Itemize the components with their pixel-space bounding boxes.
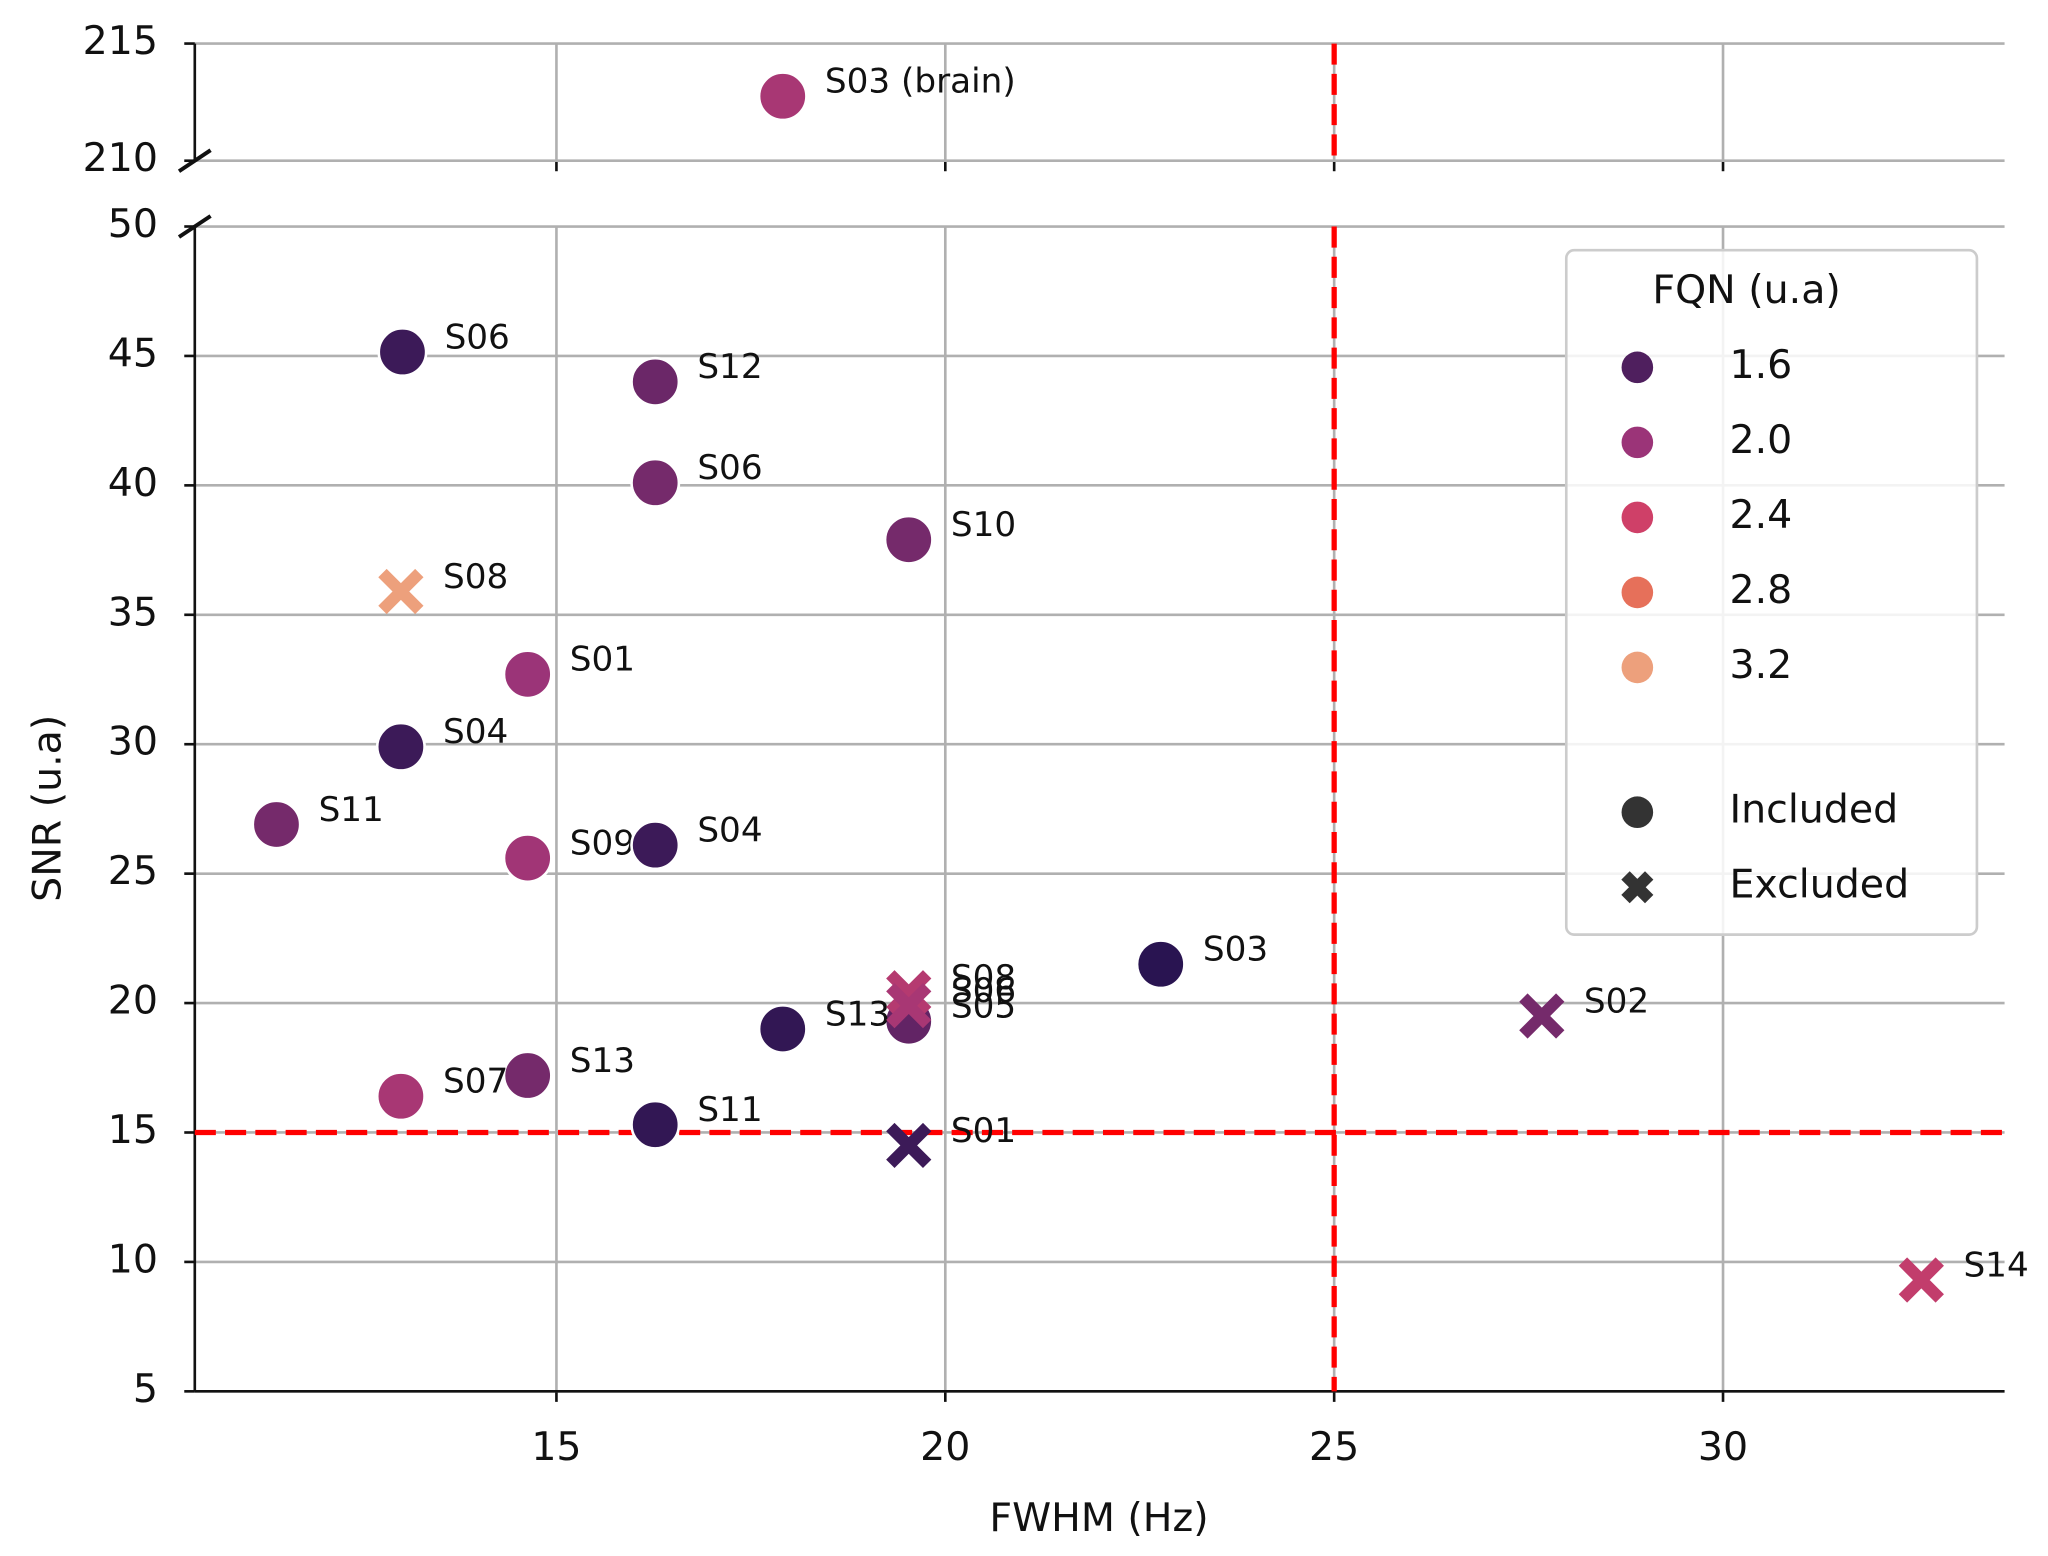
point-label: S03 (brain) bbox=[825, 62, 1016, 102]
point bbox=[757, 1003, 808, 1054]
x-tick-label: 15 bbox=[531, 1424, 581, 1470]
legend-marker bbox=[1621, 796, 1654, 829]
point-label: S14 bbox=[1963, 1245, 2028, 1285]
legend-marker bbox=[1621, 501, 1654, 534]
point bbox=[502, 1050, 553, 1101]
point bbox=[883, 514, 934, 565]
x-tick-label: 25 bbox=[1309, 1424, 1359, 1470]
point bbox=[886, 970, 932, 1016]
legend-label: 2.0 bbox=[1729, 417, 1792, 463]
y-tick-label: 210 bbox=[83, 135, 158, 181]
legend-label: 3.2 bbox=[1729, 642, 1792, 688]
point bbox=[1519, 993, 1565, 1039]
axis-break bbox=[177, 214, 212, 239]
point-label: S01 bbox=[951, 1111, 1016, 1151]
point-label: S11 bbox=[319, 790, 384, 830]
axis-break bbox=[177, 148, 212, 173]
legend-marker bbox=[1621, 426, 1654, 459]
y-tick-label: 215 bbox=[83, 18, 158, 64]
legend-marker bbox=[1621, 651, 1654, 684]
legend-title: FQN (u.a) bbox=[1652, 267, 1840, 313]
y-tick-label: 20 bbox=[108, 978, 158, 1024]
point bbox=[1135, 939, 1186, 990]
point-label: S03 bbox=[1203, 930, 1268, 970]
x-axis-label: FWHM (Hz) bbox=[989, 1495, 1208, 1541]
x-tick-label: 30 bbox=[1698, 1424, 1748, 1470]
point bbox=[886, 1122, 932, 1169]
legend-box bbox=[1564, 248, 1979, 936]
point bbox=[502, 833, 553, 884]
y-axis-label: SNR (u.a) bbox=[25, 715, 71, 902]
x-tick-label: 20 bbox=[920, 1424, 970, 1470]
point bbox=[375, 721, 426, 772]
legend-label: Excluded bbox=[1729, 862, 1909, 908]
point bbox=[378, 568, 424, 615]
point-label: S12 bbox=[697, 347, 762, 387]
point bbox=[630, 820, 681, 871]
point-label: S08 bbox=[951, 958, 1016, 998]
legend-marker bbox=[1621, 576, 1654, 609]
legend-label: Included bbox=[1729, 787, 1898, 833]
point-label: S06 bbox=[951, 971, 1016, 1011]
point-label: S02 bbox=[1584, 981, 1649, 1021]
point bbox=[886, 983, 932, 1029]
point bbox=[630, 1099, 681, 1150]
point bbox=[377, 327, 428, 378]
point-label: S07 bbox=[443, 1062, 508, 1102]
y-tick-label: 30 bbox=[108, 719, 158, 765]
point-label: S06 bbox=[697, 448, 762, 488]
point-label: S04 bbox=[697, 811, 762, 851]
point-label: S05 bbox=[951, 987, 1016, 1027]
legend-label: 1.6 bbox=[1729, 342, 1792, 388]
point-label: S01 bbox=[570, 640, 635, 680]
point bbox=[757, 71, 808, 122]
point bbox=[502, 649, 553, 700]
legend-marker bbox=[1621, 871, 1654, 904]
point-label: S13 bbox=[825, 994, 890, 1034]
point bbox=[630, 457, 681, 508]
legend-label: 2.4 bbox=[1729, 492, 1792, 538]
y-tick-label: 40 bbox=[108, 460, 158, 506]
point bbox=[375, 1071, 426, 1122]
y-tick-label: 5 bbox=[133, 1366, 158, 1412]
point bbox=[630, 356, 681, 407]
point-label: S11 bbox=[697, 1090, 762, 1130]
point-label: S09 bbox=[570, 823, 635, 863]
y-tick-label: 45 bbox=[108, 330, 158, 376]
point-label: S04 bbox=[443, 712, 508, 752]
y-tick-label: 50 bbox=[108, 201, 158, 247]
y-tick-label: 15 bbox=[108, 1107, 158, 1153]
legend-marker bbox=[1621, 351, 1654, 384]
point-label: S06 bbox=[445, 317, 510, 357]
point-label: S10 bbox=[951, 505, 1016, 545]
point bbox=[251, 799, 302, 850]
y-tick-label: 35 bbox=[108, 589, 158, 635]
point-label: S13 bbox=[570, 1041, 635, 1081]
point-label: S08 bbox=[443, 557, 508, 597]
y-tick-label: 25 bbox=[108, 848, 158, 894]
legend-label: 2.8 bbox=[1729, 567, 1792, 613]
y-tick-label: 10 bbox=[108, 1236, 158, 1282]
point bbox=[1898, 1257, 1944, 1303]
